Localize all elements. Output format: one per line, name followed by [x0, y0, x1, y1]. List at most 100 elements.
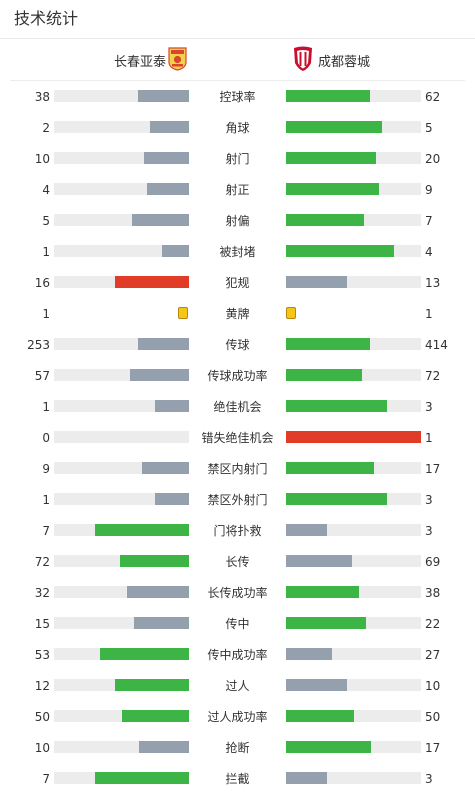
away-stat-bar: [286, 183, 421, 195]
home-stat-bar-fill: [99, 648, 189, 660]
away-stat-bar-fill: [286, 679, 347, 691]
page-title: 技术统计: [0, 0, 475, 39]
away-stat-value: 69: [425, 555, 441, 569]
home-stat-bar: [54, 90, 189, 102]
home-stat-value: 1: [42, 493, 50, 507]
home-stat-bar-fill: [155, 493, 189, 505]
away-stat-bar: [286, 586, 421, 598]
away-stat-bar: [286, 338, 421, 350]
away-stat-bar: [286, 555, 421, 567]
away-stat-bar: [286, 679, 421, 691]
away-stat-value: 62: [425, 90, 441, 104]
away-stat-bar-fill: [286, 90, 370, 102]
away-stat-value: 4: [425, 245, 433, 259]
stat-row: 72 长传 69: [0, 546, 475, 577]
away-stat-value: 3: [425, 493, 433, 507]
away-stat-bar: [286, 431, 421, 443]
home-stat-bar: [54, 400, 189, 412]
stat-label: 拦截: [225, 772, 250, 786]
stat-label: 绝佳机会: [213, 400, 262, 414]
home-team-logo[interactable]: [168, 47, 187, 71]
stat-row: 1 黄牌 1: [0, 298, 475, 329]
home-stat-bar-fill: [94, 524, 189, 536]
stat-label: 过人: [225, 679, 250, 693]
home-stat-bar: [54, 276, 189, 288]
away-stat-bar-fill: [286, 400, 388, 412]
stat-label: 长传: [225, 555, 250, 569]
home-stat-bar-fill: [126, 586, 189, 598]
away-stat-value: 7: [425, 214, 433, 228]
stat-label: 过人成功率: [207, 710, 268, 724]
away-stat-bar: [286, 90, 421, 102]
away-stat-bar-fill: [286, 369, 362, 381]
stat-label: 角球: [225, 121, 250, 135]
away-stat-value: 3: [425, 524, 433, 538]
stat-row: 253 传球 414: [0, 329, 475, 360]
away-stat-value: 13: [425, 276, 441, 290]
away-stat-value: 17: [425, 462, 441, 476]
home-stat-bar-fill: [149, 121, 189, 133]
stat-label: 抢断: [225, 741, 250, 755]
stat-row: 0 错失绝佳机会 1: [0, 422, 475, 453]
away-stat-bar-fill: [286, 524, 327, 536]
away-stat-bar: [286, 741, 421, 753]
stat-row: 32 长传成功率 38: [0, 577, 475, 608]
home-stat-value: 50: [34, 710, 50, 724]
home-stat-bar: [54, 121, 189, 133]
stat-label: 黄牌: [225, 307, 250, 321]
home-stat-bar-fill: [139, 741, 189, 753]
away-stat-bar: [286, 772, 421, 784]
home-stat-value: 16: [34, 276, 50, 290]
home-stat-bar-fill: [144, 152, 189, 164]
away-team-logo[interactable]: [292, 46, 314, 72]
away-team-name[interactable]: 成都蓉城: [318, 55, 371, 70]
away-stat-bar: [286, 245, 421, 257]
home-stat-value: 4: [42, 183, 50, 197]
stat-label: 犯规: [225, 276, 250, 290]
home-stat-bar: [54, 586, 189, 598]
stat-label: 传中: [225, 617, 250, 631]
home-stat-bar: [54, 524, 189, 536]
stat-row: 10 射门 20: [0, 143, 475, 174]
home-stat-bar-fill: [141, 462, 189, 474]
away-stat-bar-fill: [286, 710, 354, 722]
home-stat-bar-fill: [147, 183, 189, 195]
away-stat-bar: [286, 152, 421, 164]
home-stat-bar: [54, 648, 189, 660]
home-team-name[interactable]: 长春亚泰: [114, 55, 167, 70]
stat-label: 射门: [225, 152, 250, 166]
home-stat-bar-fill: [132, 214, 189, 226]
home-stat-value: 15: [34, 617, 50, 631]
stat-label: 长传成功率: [207, 586, 268, 600]
away-stat-bar-fill: [286, 152, 377, 164]
away-stat-bar-fill: [286, 462, 374, 474]
stat-label: 传中成功率: [207, 648, 268, 662]
home-stat-value: 72: [34, 555, 50, 569]
away-stat-bar: [286, 617, 421, 629]
home-stat-value: 1: [42, 307, 50, 321]
away-stat-value: 17: [425, 741, 441, 755]
stat-row: 2 角球 5: [0, 112, 475, 143]
home-stat-bar: [54, 493, 189, 505]
stat-label: 射偏: [225, 214, 250, 228]
home-stat-bar-fill: [129, 369, 189, 381]
home-stat-bar: [54, 741, 189, 753]
home-stat-bar: [54, 152, 189, 164]
stat-row: 1 被封堵 4: [0, 236, 475, 267]
stat-row: 53 传中成功率 27: [0, 639, 475, 670]
away-stat-bar-fill: [286, 338, 370, 350]
home-stat-bar-fill: [121, 710, 189, 722]
home-stat-bar: [54, 369, 189, 381]
stat-row: 7 门将扑救 3: [0, 515, 475, 546]
away-stat-bar-fill: [286, 741, 372, 753]
stat-label: 被封堵: [219, 245, 256, 259]
away-stat-value: 414: [425, 338, 448, 352]
away-stat-bar: [286, 121, 421, 133]
home-stat-value: 57: [34, 369, 50, 383]
away-stat-bar-fill: [286, 245, 394, 257]
away-stat-bar-fill: [286, 555, 353, 567]
home-stat-value: 9: [42, 462, 50, 476]
home-stat-bar-fill: [94, 772, 189, 784]
away-stat-value: 5: [425, 121, 433, 135]
home-stat-bar-fill: [133, 617, 189, 629]
